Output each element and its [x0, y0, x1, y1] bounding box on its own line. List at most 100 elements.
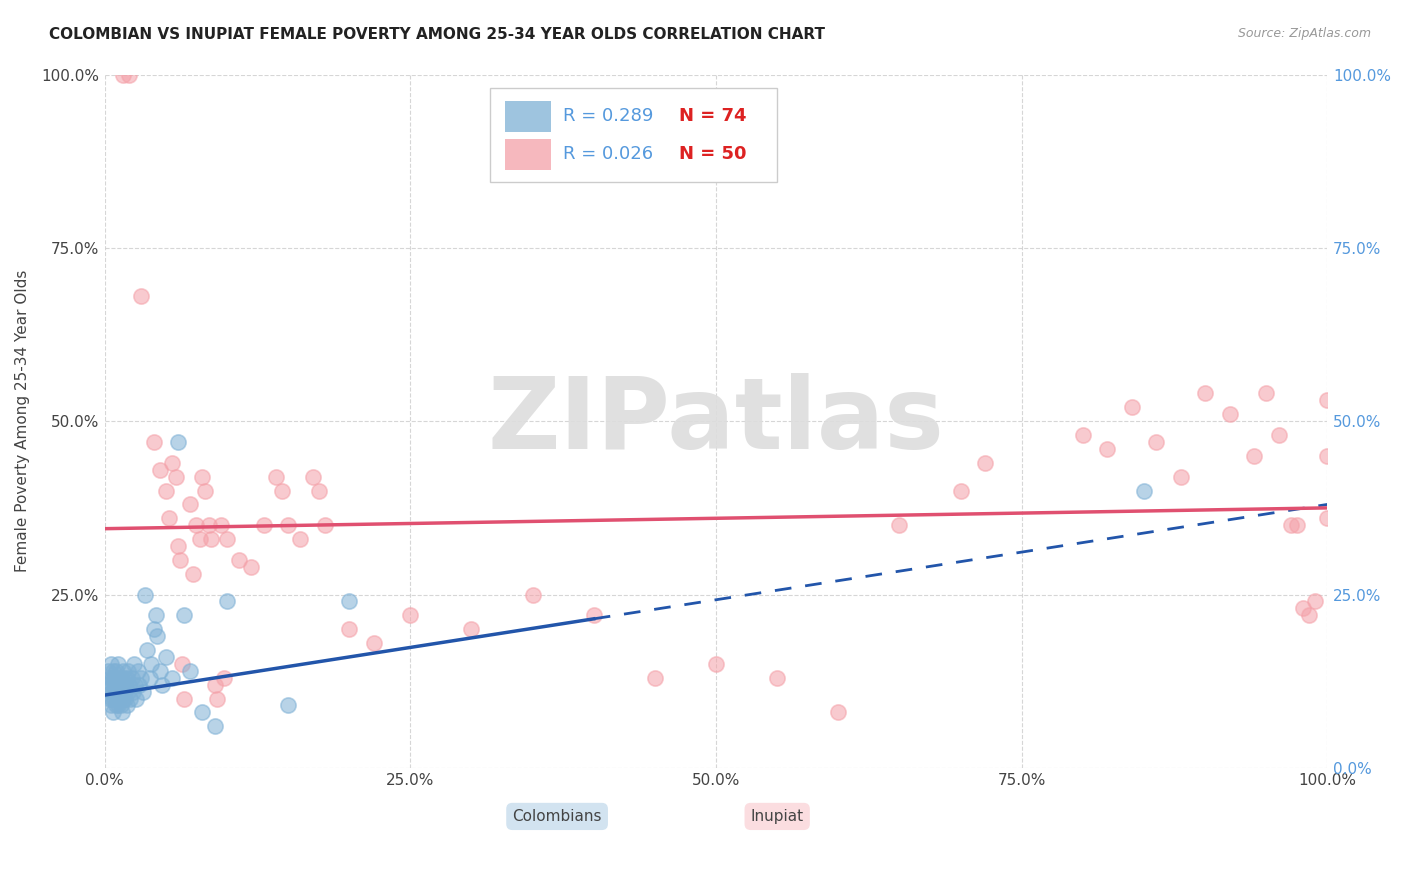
Point	[112, 671, 135, 685]
Text: R = 0.289: R = 0.289	[564, 107, 654, 125]
Point	[145, 608, 167, 623]
Point	[115, 698, 138, 713]
Point	[766, 671, 789, 685]
Point	[105, 678, 128, 692]
Point	[108, 691, 131, 706]
Point	[191, 469, 214, 483]
Point	[214, 671, 236, 685]
Point	[1279, 518, 1302, 533]
Point	[110, 671, 132, 685]
Point	[186, 518, 208, 533]
Point	[149, 664, 172, 678]
Point	[889, 518, 911, 533]
Point	[215, 594, 238, 608]
Point	[111, 678, 134, 692]
Text: COLOMBIAN VS INUPIAT FEMALE POVERTY AMONG 25-34 YEAR OLDS CORRELATION CHART: COLOMBIAN VS INUPIAT FEMALE POVERTY AMON…	[49, 27, 825, 42]
Point	[128, 678, 150, 692]
Point	[118, 68, 141, 82]
Point	[337, 622, 360, 636]
Point	[301, 469, 323, 483]
Point	[205, 691, 228, 706]
Point	[121, 684, 143, 698]
Point	[277, 518, 299, 533]
Point	[337, 594, 360, 608]
Point	[173, 608, 195, 623]
Point	[253, 518, 276, 533]
Point	[1316, 449, 1339, 463]
Point	[160, 456, 183, 470]
Point	[308, 483, 330, 498]
Point	[1121, 401, 1143, 415]
Point	[644, 671, 666, 685]
Point	[142, 622, 165, 636]
Point	[118, 678, 141, 692]
Point	[1298, 608, 1320, 623]
Bar	[505, 101, 551, 132]
Point	[1285, 518, 1308, 533]
Point	[704, 657, 727, 671]
Point	[124, 678, 146, 692]
Point	[101, 691, 124, 706]
Point	[181, 566, 204, 581]
Point	[146, 629, 169, 643]
Point	[1267, 428, 1289, 442]
Point	[134, 588, 156, 602]
Point	[1303, 594, 1326, 608]
Point	[155, 483, 177, 498]
Point	[136, 643, 159, 657]
Text: N = 50: N = 50	[679, 145, 747, 163]
Point	[165, 469, 187, 483]
Point	[100, 657, 122, 671]
Point	[582, 608, 605, 623]
Point	[96, 678, 118, 692]
Point	[112, 684, 135, 698]
Point	[170, 657, 193, 671]
Point	[117, 684, 139, 698]
Point	[159, 511, 181, 525]
Point	[115, 671, 138, 685]
Point	[142, 435, 165, 450]
Point	[97, 664, 120, 678]
Point	[117, 664, 139, 678]
Point	[150, 678, 173, 692]
Point	[122, 657, 145, 671]
Point	[103, 664, 125, 678]
Point	[103, 671, 125, 685]
Point	[100, 698, 122, 713]
Point	[271, 483, 294, 498]
Point	[209, 518, 232, 533]
Point	[107, 698, 129, 713]
Text: Colombians: Colombians	[512, 809, 602, 824]
Point	[827, 706, 849, 720]
Point	[167, 539, 190, 553]
Text: Inupiat: Inupiat	[751, 809, 804, 824]
Text: N = 74: N = 74	[679, 107, 747, 125]
Point	[149, 463, 172, 477]
Point	[1219, 407, 1241, 421]
Y-axis label: Female Poverty Among 25-34 Year Olds: Female Poverty Among 25-34 Year Olds	[15, 270, 30, 573]
Point	[125, 691, 148, 706]
Point	[101, 678, 124, 692]
Point	[98, 691, 121, 706]
Point	[200, 532, 222, 546]
Point	[110, 698, 132, 713]
Point	[105, 671, 128, 685]
Point	[188, 532, 211, 546]
Point	[139, 671, 162, 685]
Point	[111, 691, 134, 706]
Text: R = 0.026: R = 0.026	[564, 145, 654, 163]
Point	[103, 691, 125, 706]
Point	[127, 664, 149, 678]
Point	[98, 671, 121, 685]
Point	[114, 678, 136, 692]
Point	[314, 518, 336, 533]
Point	[131, 289, 153, 303]
Point	[204, 678, 226, 692]
Point	[111, 706, 134, 720]
Point	[1144, 435, 1167, 450]
Point	[111, 68, 134, 82]
Point	[974, 456, 997, 470]
Point	[111, 664, 134, 678]
Point	[1194, 386, 1216, 401]
Text: Source: ZipAtlas.com: Source: ZipAtlas.com	[1237, 27, 1371, 40]
